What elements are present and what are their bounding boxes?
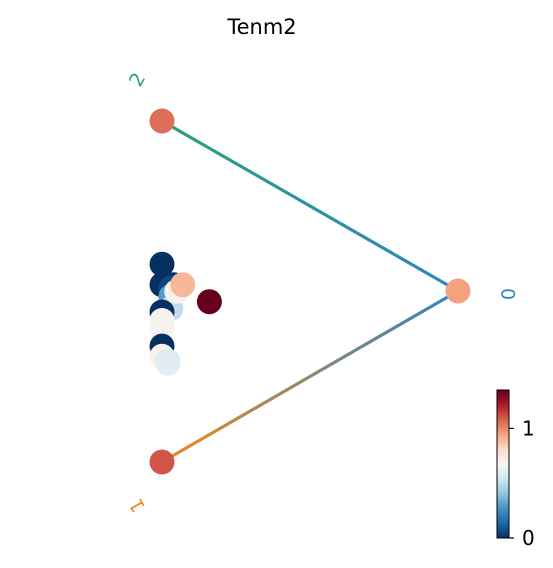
data-points — [149, 251, 222, 376]
colorbar-ticks: 01 — [509, 416, 535, 550]
data-point-0 — [149, 251, 175, 277]
data-point-9 — [149, 316, 175, 342]
vertex-marker-2 — [149, 108, 175, 134]
vertex-marker-0 — [445, 278, 471, 304]
chart-title: Tenm2 — [226, 15, 296, 39]
vertex-label-0: 0 — [497, 288, 519, 300]
colorbar-tick-label: 1 — [522, 416, 535, 440]
edge-0-1 — [161, 289, 459, 464]
colorbar: 01 — [496, 389, 535, 550]
vertex-markers — [149, 108, 471, 475]
data-point-15 — [170, 272, 196, 298]
edge-2-0 — [161, 119, 459, 293]
vertex-marker-1 — [149, 449, 175, 475]
colorbar-tick-label: 0 — [522, 526, 535, 550]
vertex-label-1: 1 — [125, 495, 150, 516]
data-point-13 — [155, 350, 181, 376]
data-point-16 — [196, 289, 222, 315]
colorbar-gradient — [496, 389, 510, 539]
vertex-label-2: 2 — [125, 69, 150, 90]
